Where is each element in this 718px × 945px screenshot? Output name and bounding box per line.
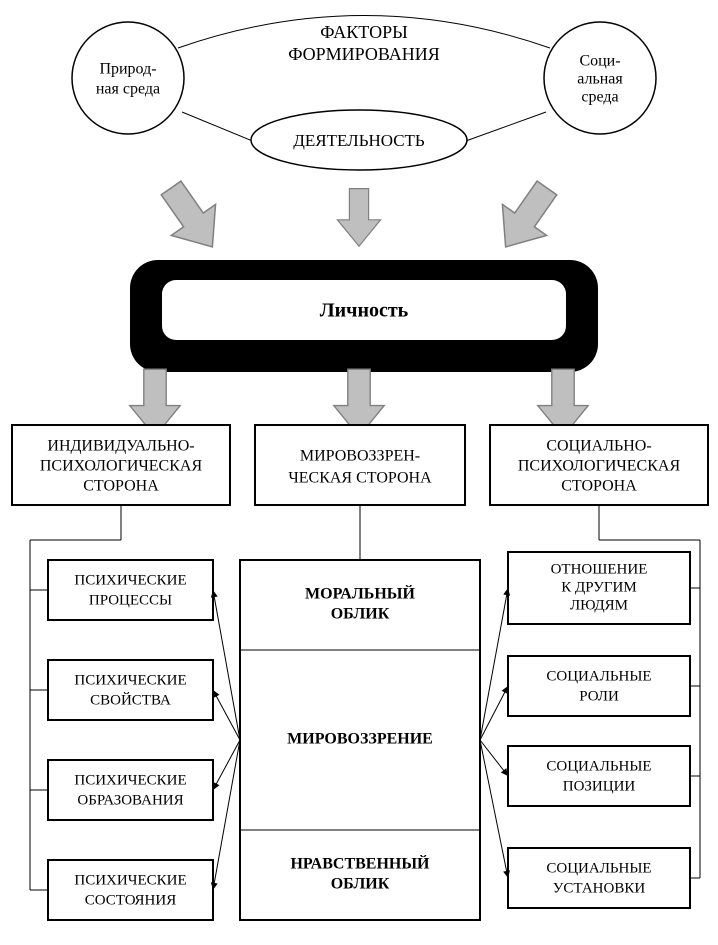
side-right-l1: СОЦИАЛЬНО- [546,438,651,455]
left-item-1-l1: ПСИХИЧЕСКИЕ [74,672,186,688]
right-item-0-l1: ОТНОШЕНИЕ [551,561,648,577]
circle-social-l1: Соци- [579,53,620,70]
circle-natural-env [72,22,184,134]
left-item-3-l1: ПСИХИЧЕСКИЕ [74,872,186,888]
center-row-0-l2: ОБЛИК [331,606,390,623]
left-item-2 [48,760,213,820]
left-item-0-l1: ПСИХИЧЕСКИЕ [74,572,186,588]
circle-social-l3: среда [581,89,618,106]
center-row-2-l1: НРАВСТВЕННЫЙ [290,854,430,873]
title-factors-1: ФАКТОРЫ [320,22,408,42]
side-mid-l2: ЧЕСКАЯ СТОРОНА [288,470,432,487]
radiate [501,768,508,776]
arrow-top-left [149,172,235,262]
connector [213,740,240,890]
arrow-top-right [484,172,570,262]
right-item-0-l2: К ДРУГИМ [561,579,636,595]
title-factors-2: ФОРМИРОВАНИЯ [288,44,440,64]
circle-natural-l2: ная среда [96,81,160,98]
circle-social-l2: альная [577,71,623,88]
left-item-0-l2: ПРОЦЕССЫ [89,592,172,608]
left-item-1 [48,660,213,720]
right-item-3-l2: УСТАНОВКИ [553,880,646,896]
right-item-1-l2: РОЛИ [579,688,619,704]
side-left-l2: ПСИХОЛОГИЧЕСКАЯ [40,458,203,475]
side-right-l3: СТОРОНА [561,478,637,495]
left-item-0 [48,560,213,620]
side-mid-l1: МИРОВОЗЗРЕН- [300,448,420,465]
right-item-1 [508,656,690,716]
side-left-l1: ИНДИВИДУАЛЬНО- [47,438,194,455]
side-left-l3: СТОРОНА [83,478,159,495]
right-item-1-l1: СОЦИАЛЬНЫЕ [546,668,651,684]
connector [480,740,508,878]
center-row-1-l1: МИРОВОЗЗРЕНИЕ [287,731,433,748]
center-row-0-l1: МОРАЛЬНЫЙ [305,584,415,603]
circle-natural-l1: Природ- [99,61,156,78]
left-item-3-l2: СОСТОЯНИЯ [85,892,176,908]
connector [480,588,508,740]
center-row-2-l2: ОБЛИК [331,876,390,893]
personality-label: Личность [320,300,409,322]
left-item-1-l2: СВОЙСТВА [90,691,171,708]
left-item-2-l2: ОБРАЗОВАНИЯ [77,792,183,808]
right-item-0-l3: ЛЮДЯМ [570,597,628,613]
connector [213,590,240,740]
connector [182,112,255,142]
right-item-2-l1: СОЦИАЛЬНЫЕ [546,758,651,774]
right-item-2 [508,746,690,806]
side-right-l2: ПСИХОЛОГИЧЕСКАЯ [518,458,681,475]
connector [480,686,508,740]
activity-label: ДЕЯТЕЛЬНОСТЬ [293,131,425,150]
left-item-3 [48,860,213,920]
side-mid [255,425,465,505]
right-item-3 [508,848,690,908]
left-item-2-l1: ПСИХИЧЕСКИЕ [74,772,186,788]
connector [463,112,546,142]
right-item-2-l2: ПОЗИЦИИ [563,778,636,794]
right-item-3-l1: СОЦИАЛЬНЫЕ [546,860,651,876]
arrow-top-mid [337,189,380,247]
